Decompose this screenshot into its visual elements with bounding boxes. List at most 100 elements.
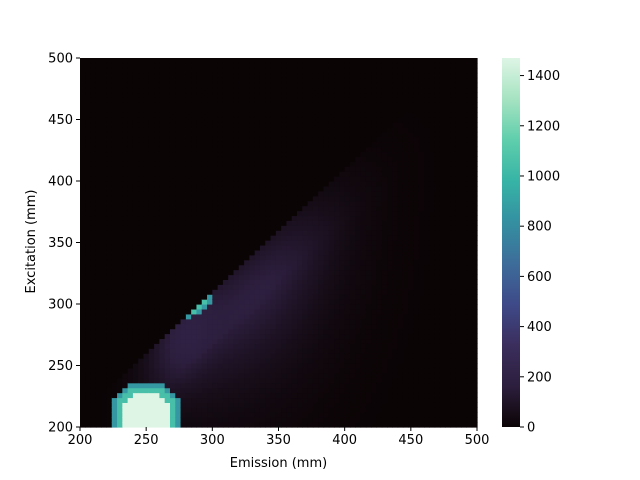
heatmap-cell — [270, 372, 277, 379]
heatmap-cell — [334, 102, 340, 108]
heatmap-cell — [339, 318, 346, 325]
heatmap-cell — [339, 136, 346, 143]
heatmap-cell — [117, 249, 123, 256]
heatmap-cell — [85, 407, 92, 413]
heatmap-cell — [143, 126, 150, 133]
heatmap-cell — [233, 313, 240, 320]
heatmap-cell — [381, 136, 388, 143]
heatmap-cell — [297, 112, 303, 118]
heatmap-cell — [132, 97, 139, 103]
heatmap-cell — [101, 348, 108, 354]
heatmap-cell — [355, 412, 362, 418]
heatmap-cell — [212, 244, 219, 251]
heatmap-cell — [95, 121, 102, 128]
heatmap-cell — [111, 220, 118, 226]
heatmap-cell — [328, 259, 335, 266]
heatmap-cell — [360, 392, 367, 399]
heatmap-cell — [355, 117, 362, 123]
heatmap-cell — [238, 358, 245, 364]
heatmap-cell — [349, 402, 356, 408]
heatmap-cell — [424, 141, 430, 148]
heatmap-cell — [180, 205, 187, 212]
heatmap-cell — [297, 254, 303, 261]
heatmap-cell — [101, 146, 108, 153]
heatmap-cell — [286, 299, 293, 305]
heatmap-cell — [291, 220, 298, 226]
heatmap-cell — [85, 417, 92, 423]
heatmap-cell — [291, 372, 298, 379]
heatmap-cell — [111, 387, 118, 394]
heatmap-cell — [90, 244, 97, 251]
heatmap-cell — [328, 338, 335, 344]
heatmap-cell — [180, 107, 187, 113]
heatmap-cell — [244, 343, 250, 349]
heatmap-cell — [95, 392, 102, 399]
heatmap-cell — [249, 372, 256, 379]
heatmap-cell — [291, 254, 298, 261]
heatmap-cell — [413, 181, 420, 187]
heatmap-cell — [85, 372, 92, 379]
heatmap-cell — [281, 240, 288, 246]
heatmap-cell — [291, 166, 298, 172]
heatmap-cell — [265, 249, 272, 256]
heatmap-cell — [85, 367, 92, 374]
heatmap-cell — [196, 358, 203, 364]
heatmap-cell — [302, 235, 309, 241]
heatmap-cell — [355, 225, 362, 231]
heatmap-cell — [312, 249, 319, 256]
heatmap-cell — [222, 412, 229, 418]
heatmap-cell — [164, 244, 171, 251]
heatmap-cell — [360, 62, 367, 69]
heatmap-cell — [413, 112, 420, 118]
heatmap-cell — [408, 190, 415, 197]
heatmap-cell — [392, 67, 399, 74]
heatmap-cell — [191, 392, 198, 399]
heatmap-cell — [111, 62, 118, 69]
heatmap-cell — [371, 377, 378, 384]
heatmap-cell — [233, 230, 240, 236]
heatmap-cell — [291, 407, 298, 413]
heatmap-cell — [349, 102, 356, 108]
heatmap-cell — [408, 156, 415, 162]
heatmap-cell — [217, 294, 224, 300]
heatmap-cell — [117, 407, 123, 413]
heatmap-cell — [217, 382, 224, 389]
heatmap-cell — [106, 249, 113, 256]
heatmap-cell — [222, 402, 229, 408]
heatmap-cell — [159, 166, 166, 172]
heatmap-cell — [106, 117, 113, 123]
heatmap-cell — [265, 235, 272, 241]
heatmap-cell — [387, 185, 393, 192]
heatmap-cell — [148, 58, 155, 64]
heatmap-cell — [302, 210, 309, 217]
heatmap-cell — [265, 176, 272, 182]
heatmap-cell — [328, 102, 335, 108]
heatmap-cell — [101, 210, 108, 217]
heatmap-cell — [80, 185, 86, 192]
heatmap-cell — [101, 407, 108, 413]
heatmap-cell — [80, 200, 86, 207]
heatmap-cell — [265, 161, 272, 167]
heatmap-cell — [90, 249, 97, 256]
heatmap-cell — [127, 294, 134, 300]
heatmap-cell — [127, 117, 134, 123]
heatmap-cell — [201, 308, 208, 315]
heatmap-cell — [90, 259, 97, 266]
heatmap-cell — [117, 402, 123, 408]
heatmap-cell — [85, 254, 92, 261]
heatmap-cell — [95, 151, 102, 157]
heatmap-cell — [180, 348, 187, 354]
heatmap-cell — [408, 412, 415, 418]
heatmap-cell — [349, 240, 356, 246]
heatmap-cell — [387, 402, 393, 408]
heatmap-cell — [111, 333, 118, 340]
heatmap-cell — [376, 121, 383, 128]
heatmap-cell — [185, 82, 192, 89]
heatmap-cell — [339, 372, 346, 379]
heatmap-cell — [376, 102, 383, 108]
heatmap-cell — [275, 308, 282, 315]
heatmap-cell — [265, 136, 272, 143]
heatmap-cell — [265, 185, 272, 192]
heatmap-cell — [249, 294, 256, 300]
heatmap-cell — [371, 166, 378, 172]
